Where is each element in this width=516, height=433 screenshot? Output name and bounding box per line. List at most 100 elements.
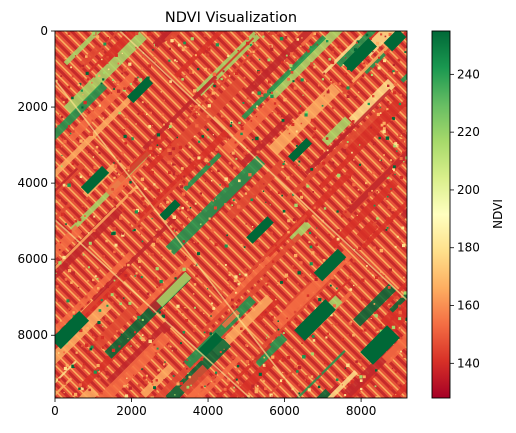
ndvi-speckle bbox=[316, 227, 318, 229]
ndvi-speckle bbox=[337, 396, 341, 398]
ndvi-speckle bbox=[338, 82, 342, 85]
ndvi-speckle bbox=[277, 328, 280, 331]
ndvi-speckle bbox=[113, 164, 118, 168]
ndvi-speckle bbox=[172, 347, 176, 351]
field-strip bbox=[55, 385, 99, 398]
ndvi-speckle bbox=[111, 348, 116, 352]
ndvi-speckle bbox=[357, 188, 360, 191]
ndvi-speckle bbox=[200, 357, 204, 361]
ndvi-speckle bbox=[116, 330, 119, 333]
ndvi-speckle bbox=[345, 49, 348, 51]
ndvi-speckle bbox=[207, 47, 211, 51]
ndvi-speckle bbox=[58, 378, 61, 381]
ndvi-speckle bbox=[236, 365, 240, 368]
ndvi-speckle bbox=[102, 117, 105, 119]
ndvi-speckle bbox=[252, 139, 254, 141]
ndvi-speckle bbox=[386, 176, 390, 180]
ndvi-speckle bbox=[238, 213, 240, 216]
ndvi-speckle bbox=[296, 49, 298, 52]
ndvi-speckle bbox=[123, 264, 127, 267]
field-strip bbox=[318, 96, 407, 190]
ndvi-speckle bbox=[71, 75, 75, 78]
ndvi-speckle bbox=[138, 266, 141, 268]
ndvi-speckle bbox=[181, 78, 184, 81]
ndvi-speckle bbox=[62, 144, 64, 146]
ndvi-speckle bbox=[351, 120, 355, 123]
ndvi-speckle bbox=[400, 337, 403, 340]
ndvi-speckle bbox=[64, 201, 68, 205]
ndvi-speckle bbox=[269, 61, 273, 64]
ndvi-speckle bbox=[190, 70, 194, 74]
ndvi-speckle bbox=[167, 203, 171, 207]
ndvi-speckle bbox=[141, 368, 143, 370]
ndvi-speckle bbox=[269, 204, 271, 206]
ndvi-speckle bbox=[165, 41, 168, 43]
ndvi-speckle bbox=[374, 374, 377, 377]
ndvi-speckle bbox=[114, 53, 118, 57]
ndvi-speckle bbox=[110, 293, 114, 297]
field-strip bbox=[0, 405, 46, 433]
field-strip bbox=[91, 331, 171, 398]
y-tick-label: 4000 bbox=[17, 176, 48, 190]
ndvi-speckle bbox=[118, 345, 121, 348]
ndvi-speckle bbox=[56, 222, 58, 224]
ndvi-speckle bbox=[85, 197, 89, 201]
plot-frame bbox=[54, 30, 408, 399]
y-tick-label: 8000 bbox=[17, 328, 48, 342]
ndvi-speckle bbox=[233, 166, 237, 170]
ndvi-speckle bbox=[63, 382, 67, 385]
ndvi-speckle bbox=[317, 83, 321, 87]
ndvi-speckle bbox=[224, 264, 227, 266]
ndvi-speckle bbox=[376, 191, 379, 193]
ndvi-speckle bbox=[215, 43, 219, 47]
ndvi-speckle bbox=[79, 304, 81, 306]
field-strip bbox=[241, 35, 327, 120]
ndvi-speckle bbox=[241, 123, 243, 125]
ndvi-speckle bbox=[262, 35, 265, 38]
ndvi-speckle bbox=[153, 237, 157, 241]
ndvi-speckle bbox=[255, 116, 258, 118]
ndvi-speckle bbox=[282, 209, 286, 213]
field-strip bbox=[241, 113, 294, 166]
ndvi-speckle bbox=[57, 352, 60, 354]
ndvi-speckle bbox=[380, 159, 382, 162]
ndvi-speckle bbox=[333, 346, 335, 348]
ndvi-speckle bbox=[275, 298, 277, 301]
ndvi-speckle bbox=[304, 89, 306, 91]
ndvi-speckle bbox=[116, 172, 119, 174]
field-strip bbox=[322, 34, 363, 75]
field-strip bbox=[55, 205, 123, 290]
ndvi-speckle bbox=[339, 349, 343, 352]
ndvi-speckle bbox=[113, 279, 116, 282]
ndvi-speckle bbox=[322, 161, 326, 165]
ndvi-speckle bbox=[137, 112, 140, 115]
ndvi-speckle bbox=[329, 139, 333, 143]
ndvi-speckle bbox=[271, 355, 275, 359]
ndvi-speckle bbox=[339, 76, 341, 78]
ndvi-speckle bbox=[237, 49, 239, 52]
ndvi-speckle bbox=[185, 308, 189, 312]
ndvi-speckle bbox=[184, 182, 189, 186]
ndvi-speckle bbox=[125, 174, 128, 177]
ndvi-speckle bbox=[151, 125, 154, 127]
ndvi-speckle bbox=[58, 199, 61, 202]
ndvi-speckle bbox=[156, 347, 159, 350]
ndvi-speckle bbox=[329, 78, 333, 81]
field-strip bbox=[258, 278, 332, 352]
ndvi-speckle bbox=[353, 96, 358, 100]
ndvi-speckle bbox=[203, 120, 207, 124]
field-strip bbox=[389, 267, 407, 313]
ndvi-speckle bbox=[258, 58, 261, 61]
ndvi-speckle bbox=[138, 259, 142, 263]
ndvi-speckle bbox=[382, 127, 386, 131]
x-tick-label: 2000 bbox=[116, 404, 147, 418]
ndvi-speckle bbox=[92, 31, 96, 35]
ndvi-speckle bbox=[397, 144, 399, 147]
ndvi-speckle bbox=[60, 212, 65, 217]
ndvi-speckle bbox=[61, 209, 65, 213]
ndvi-speckle bbox=[361, 278, 365, 282]
ndvi-speckle bbox=[83, 100, 87, 105]
field-strip bbox=[419, 315, 498, 394]
field-strip bbox=[353, 283, 397, 327]
ndvi-speckle bbox=[234, 141, 237, 144]
